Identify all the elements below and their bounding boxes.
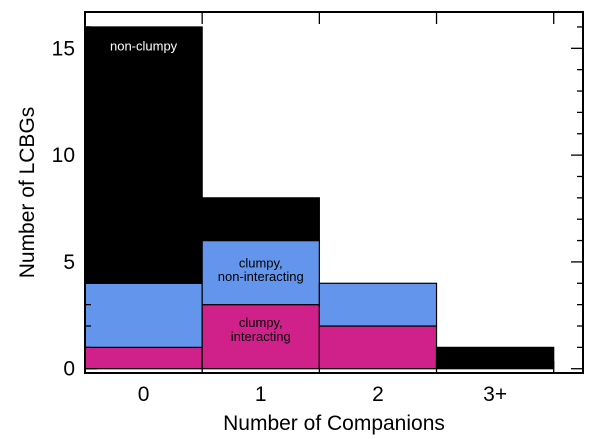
- bar-segment-1-series-2: [201, 197, 320, 242]
- x-tick-label-2: 2: [372, 383, 384, 406]
- bar-segment-0-series-1: [84, 282, 203, 348]
- x-tick-label-3plus: 3+: [483, 383, 507, 406]
- bar-segment-1-series-1: [201, 239, 320, 306]
- annotation-2: non-interacting: [218, 269, 304, 284]
- annotation-4: interacting: [231, 329, 291, 344]
- y-axis-label: Number of LCBGs: [16, 107, 39, 279]
- y-tick-label-0: 0: [63, 358, 75, 381]
- x-axis-label: Number of Companions: [223, 412, 445, 435]
- annotation-1: clumpy,: [239, 255, 283, 270]
- bars-group: [84, 26, 555, 370]
- y-tick-label-15: 15: [52, 37, 75, 60]
- annotation-0: non-clumpy: [110, 38, 178, 53]
- y-tick-label-5: 5: [63, 251, 75, 274]
- x-tick-label-0: 0: [138, 383, 150, 406]
- annotations-group: non-clumpyclumpy,non-interactingclumpy,i…: [110, 38, 304, 344]
- bar-segment-2-series-1: [318, 282, 438, 327]
- bar-segment-1-series-0: [201, 304, 320, 370]
- y-tick-label-10: 10: [52, 144, 75, 167]
- bar-segment-0-series-0: [84, 346, 203, 370]
- plot-frame: [84, 11, 584, 374]
- bar-segment-2-series-0: [318, 325, 438, 370]
- annotation-3: clumpy,: [239, 315, 283, 330]
- y-axis-ticks: 0 5 10 15: [52, 26, 583, 381]
- bar-segment-3plus-series-2: [435, 346, 555, 370]
- x-tick-label-1: 1: [255, 383, 267, 406]
- bar-segment-0-series-2: [84, 26, 203, 284]
